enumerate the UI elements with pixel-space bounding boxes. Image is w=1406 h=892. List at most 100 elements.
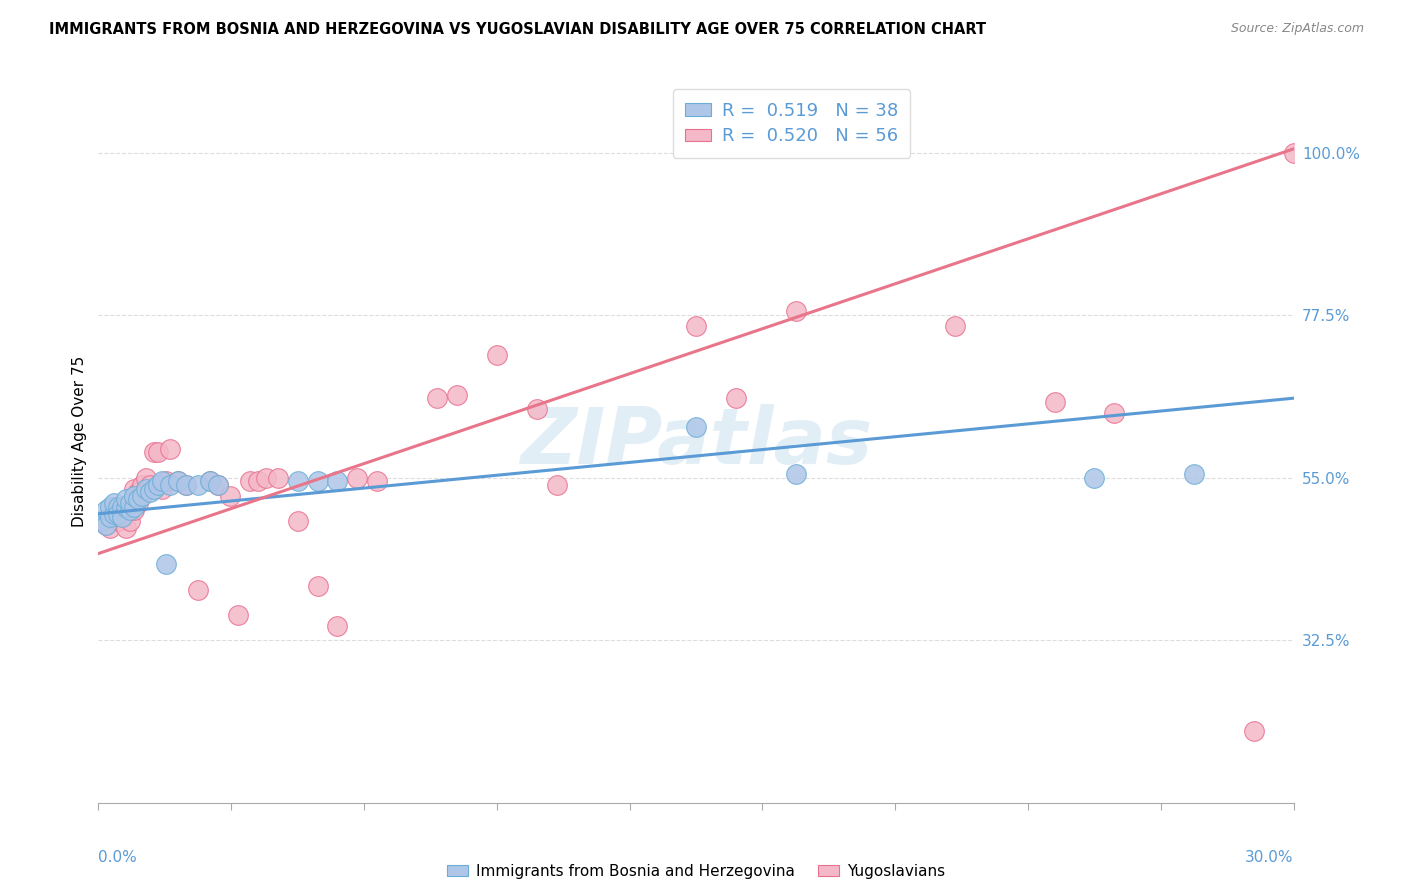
Point	[111, 500, 134, 514]
Point	[326, 619, 349, 633]
Text: 30.0%: 30.0%	[1246, 850, 1294, 864]
Point	[148, 445, 170, 459]
Point	[246, 475, 269, 489]
Point	[120, 500, 142, 514]
Point	[167, 475, 190, 489]
Point	[1043, 394, 1066, 409]
Point	[131, 478, 153, 492]
Point	[785, 304, 807, 318]
Point	[326, 475, 349, 489]
Point	[120, 514, 142, 528]
Point	[127, 496, 149, 510]
Point	[135, 470, 157, 484]
Point	[131, 489, 153, 503]
Point	[287, 514, 309, 528]
Point	[111, 507, 134, 521]
Point	[124, 489, 146, 503]
Legend: Immigrants from Bosnia and Herzegovina, Yugoslavians: Immigrants from Bosnia and Herzegovina, …	[441, 857, 950, 885]
Point	[135, 482, 157, 496]
Point	[98, 510, 122, 524]
Point	[254, 470, 277, 484]
Point	[239, 475, 262, 489]
Point	[103, 496, 125, 510]
Point	[115, 521, 138, 535]
Point	[226, 607, 249, 622]
Point	[219, 489, 242, 503]
Point	[307, 579, 329, 593]
Point	[207, 478, 229, 492]
Point	[307, 475, 329, 489]
Point	[155, 558, 177, 572]
Point	[124, 503, 146, 517]
Point	[1104, 406, 1126, 420]
Point	[159, 478, 181, 492]
Point	[96, 503, 118, 517]
Point	[1243, 723, 1265, 738]
Point	[124, 482, 146, 496]
Point	[115, 492, 138, 507]
Point	[174, 478, 197, 492]
Point	[526, 402, 548, 417]
Text: ZIPatlas: ZIPatlas	[520, 403, 872, 480]
Point	[187, 478, 209, 492]
Point	[446, 387, 468, 401]
Point	[785, 467, 807, 481]
Point	[135, 482, 157, 496]
Point	[107, 514, 129, 528]
Point	[724, 391, 747, 405]
Point	[91, 514, 114, 528]
Point	[159, 442, 181, 456]
Text: IMMIGRANTS FROM BOSNIA AND HERZEGOVINA VS YUGOSLAVIAN DISABILITY AGE OVER 75 COR: IMMIGRANTS FROM BOSNIA AND HERZEGOVINA V…	[49, 22, 987, 37]
Point	[115, 500, 138, 514]
Point	[120, 503, 142, 517]
Point	[198, 475, 221, 489]
Point	[346, 470, 368, 484]
Point	[127, 492, 149, 507]
Point	[143, 482, 166, 496]
Point	[546, 478, 568, 492]
Point	[287, 475, 309, 489]
Point	[150, 482, 173, 496]
Point	[120, 496, 142, 510]
Point	[148, 478, 170, 492]
Point	[107, 507, 129, 521]
Point	[143, 445, 166, 459]
Point	[167, 475, 190, 489]
Point	[139, 485, 162, 500]
Point	[96, 517, 118, 532]
Text: Source: ZipAtlas.com: Source: ZipAtlas.com	[1230, 22, 1364, 36]
Point	[111, 500, 134, 514]
Point	[103, 510, 125, 524]
Point	[1182, 467, 1205, 481]
Point	[139, 478, 162, 492]
Point	[103, 500, 125, 514]
Point	[943, 318, 966, 333]
Point	[366, 475, 388, 489]
Point	[155, 475, 177, 489]
Point	[267, 470, 290, 484]
Point	[685, 420, 707, 434]
Point	[98, 521, 122, 535]
Point	[91, 514, 114, 528]
Point	[107, 507, 129, 521]
Y-axis label: Disability Age Over 75: Disability Age Over 75	[72, 356, 87, 527]
Point	[187, 582, 209, 597]
Point	[115, 500, 138, 514]
Point	[426, 391, 449, 405]
Point	[103, 507, 125, 521]
Point	[198, 475, 221, 489]
Point	[96, 517, 118, 532]
Point	[98, 510, 122, 524]
Point	[107, 500, 129, 514]
Text: 0.0%: 0.0%	[98, 850, 138, 864]
Point	[1282, 145, 1305, 160]
Point	[207, 478, 229, 492]
Point	[485, 348, 508, 362]
Point	[98, 500, 122, 514]
Point	[685, 318, 707, 333]
Point	[150, 475, 173, 489]
Point	[1083, 470, 1105, 484]
Point	[127, 485, 149, 500]
Point	[174, 478, 197, 492]
Point	[111, 510, 134, 524]
